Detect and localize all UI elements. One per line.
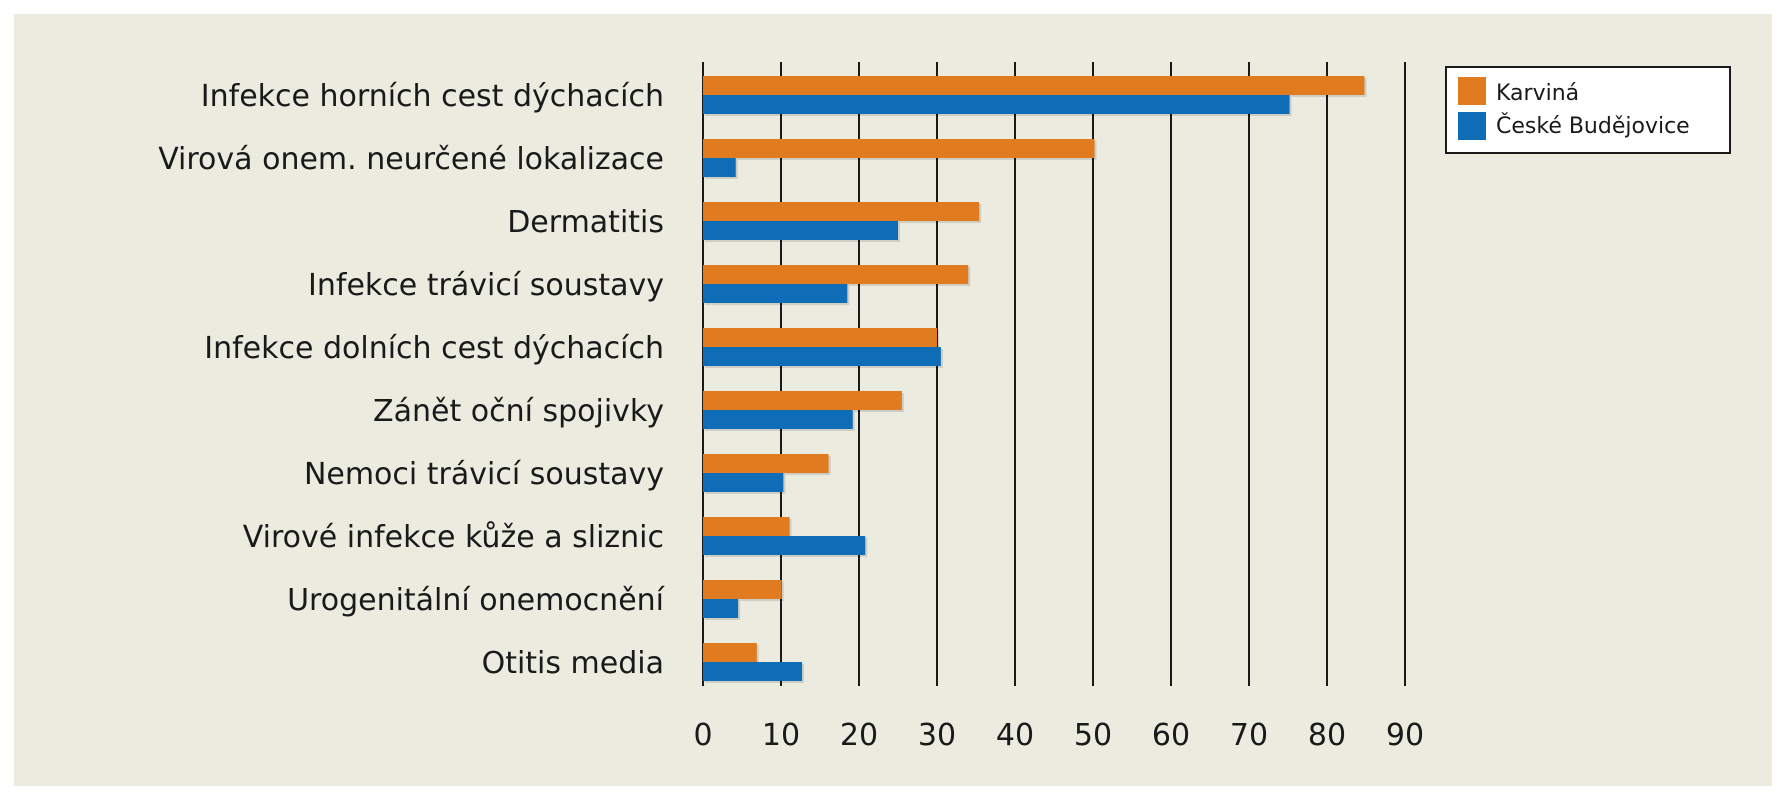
bar-ceske-budejovice (703, 221, 898, 240)
bar-karvina (703, 517, 790, 536)
bar-ceske-budejovice (703, 599, 739, 618)
category-label: Dermatitis (507, 205, 664, 240)
category-label: Urogenitální onemocnění (287, 583, 666, 618)
legend-label-ceske-budejovice: České Budějovice (1496, 113, 1690, 139)
x-tick-label: 60 (1152, 718, 1190, 753)
bar-karvina (703, 139, 1095, 158)
bar-ceske-budejovice (703, 284, 848, 303)
category-label: Infekce trávicí soustavy (308, 268, 664, 303)
category-label: Zánět oční spojivky (373, 394, 664, 429)
category-labels: Infekce horních cest dýchacích Virová one… (158, 79, 665, 681)
legend: Karviná České Budějovice (1445, 66, 1731, 154)
bar-karvina (703, 328, 937, 347)
legend-box (1445, 66, 1731, 154)
bar-ceske-budejovice (703, 158, 736, 177)
bar-karvina (703, 580, 782, 599)
bar-ceske-budejovice (703, 347, 941, 366)
category-label: Infekce dolních cest dýchacích (204, 331, 664, 366)
x-tick-label: 20 (840, 718, 878, 753)
x-tick-label: 30 (918, 718, 956, 753)
category-label: Nemoci trávicí soustavy (304, 457, 664, 492)
bar-karvina (703, 76, 1365, 95)
bar-karvina (703, 454, 829, 473)
legend-label-karvina: Karviná (1496, 81, 1579, 106)
legend-swatch-karvina (1458, 77, 1486, 105)
legend-swatch-ceske-budejovice (1458, 112, 1486, 140)
bar-karvina (703, 202, 980, 221)
bars (703, 76, 1367, 683)
x-tick-label: 90 (1386, 718, 1424, 753)
x-tick-label: 50 (1074, 718, 1112, 753)
bar-ceske-budejovice (703, 536, 866, 555)
x-tick-label: 40 (996, 718, 1034, 753)
bar-karvina (703, 391, 902, 410)
grid (702, 62, 1406, 686)
bar-ceske-budejovice (703, 95, 1290, 114)
bar-karvina (703, 643, 757, 662)
bar-ceske-budejovice (703, 662, 803, 681)
category-label: Virová onem. neurčené lokalizace (158, 142, 664, 177)
category-label: Virové infekce kůže a sliznic (243, 520, 664, 555)
x-tick-label: 80 (1308, 718, 1346, 753)
x-tick-label: 70 (1230, 718, 1268, 753)
bar-karvina (703, 265, 969, 284)
bar-ceske-budejovice (703, 473, 784, 492)
x-axis-ticks: 0 10 20 30 40 50 60 70 80 90 (693, 718, 1424, 753)
bar-ceske-budejovice (703, 410, 853, 429)
x-tick-label: 10 (762, 718, 800, 753)
category-label: Otitis media (482, 646, 664, 681)
category-label: Infekce horních cest dýchacích (201, 79, 664, 114)
x-tick-label: 0 (693, 718, 712, 753)
